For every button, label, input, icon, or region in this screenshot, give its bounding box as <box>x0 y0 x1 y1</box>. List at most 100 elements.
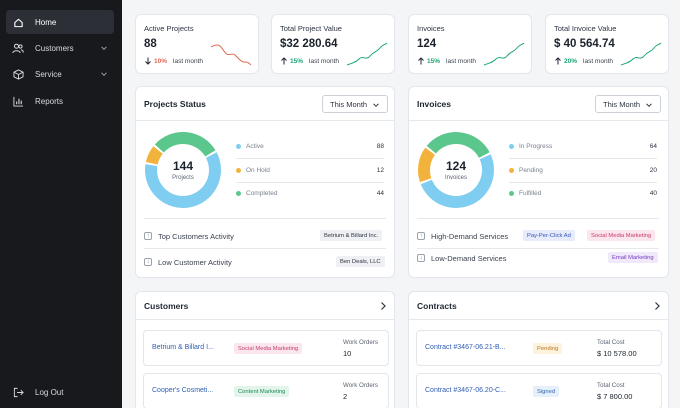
panel-title: Projects Status <box>144 99 206 109</box>
sidebar-item-customers[interactable]: Customers <box>6 36 114 60</box>
contract-link[interactable]: Contract #3467-06.21-B... <box>425 344 506 351</box>
bar-chart-icon <box>12 95 24 107</box>
stat-delta: 20% last month <box>554 57 613 65</box>
total-cost-value: $ 10 578.00 <box>597 349 637 358</box>
panel-title: Invoices <box>417 99 452 109</box>
arrow-down-box-icon: ↓ <box>417 254 425 262</box>
contract-status-badge: Pending <box>533 343 563 354</box>
legend-value: 64 <box>649 142 657 150</box>
projects-status-panel: Projects Status This Month 144 Projects … <box>135 86 395 278</box>
legend-label: Pending <box>519 166 543 174</box>
sparkline-up <box>620 42 662 66</box>
arrow-down-box-icon: ↓ <box>144 258 152 266</box>
donut-segment-active <box>145 152 221 208</box>
work-orders-value: 10 <box>343 349 352 358</box>
stat-delta: 15% last month <box>417 57 476 65</box>
service-tag: Social Media Marketing <box>234 343 303 354</box>
legend-value: 12 <box>376 166 384 174</box>
customer-name-link[interactable]: Cooper's Cosmeti... <box>152 387 214 394</box>
donut-total-label: Invoices <box>444 175 467 181</box>
legend-item-in-progress: In Progress 64 <box>509 141 657 151</box>
stat-delta-value: 15% <box>290 57 304 65</box>
divider <box>236 158 384 159</box>
legend-item-pending: Pending 20 <box>509 165 657 175</box>
chevron-right-icon[interactable] <box>379 301 387 311</box>
stat-delta-period: last month <box>173 57 204 65</box>
sidebar-item-label: Customers <box>35 43 74 53</box>
legend-dot <box>509 143 514 149</box>
list-item[interactable]: Contract #3467-06.20-C... Signed Total C… <box>416 373 662 408</box>
total-cost-label: Total Cost <box>597 339 625 346</box>
stat-card-total-project-value[interactable]: Total Project Value $32 280.64 15% last … <box>271 14 395 74</box>
list-item[interactable]: Betrium & Billard I... Social Media Mark… <box>143 330 389 366</box>
legend-item-fulfilled: Fulfilled 40 <box>509 188 657 198</box>
donut-total: 144 <box>172 159 194 173</box>
logout-label: Log Out <box>35 387 64 397</box>
work-orders-label: Work Orders <box>343 339 378 346</box>
service-tag[interactable]: Social Media Marketing <box>587 230 656 241</box>
stat-value: $ 40 564.74 <box>554 38 615 50</box>
stat-card-total-invoice-value[interactable]: Total Invoice Value $ 40 564.74 20% last… <box>545 14 669 74</box>
work-orders-label: Work Orders <box>343 382 378 389</box>
invoices-period-select[interactable]: This Month <box>595 95 661 113</box>
donut-segment-completed <box>154 132 216 157</box>
stat-card-invoices[interactable]: Invoices 124 15% last month <box>408 14 532 74</box>
chevron-down-icon <box>646 103 652 108</box>
stat-delta-period: last month <box>309 57 340 65</box>
sidebar-item-reports[interactable]: Reports <box>6 89 114 113</box>
divider <box>509 182 657 183</box>
low-demand-services: ↓ Low-Demand Services <box>417 251 506 265</box>
activity-label: Top Customers Activity <box>158 231 234 241</box>
chevron-right-icon[interactable] <box>653 301 661 311</box>
top-customers-activity: ↑ Top Customers Activity <box>144 229 234 243</box>
legend-dot <box>236 167 241 173</box>
chevron-down-icon <box>101 46 107 51</box>
invoices-donut-chart <box>418 132 494 208</box>
divider <box>509 158 657 159</box>
sparkline-up <box>346 42 388 66</box>
donut-segment-on-hold <box>145 146 163 165</box>
projects-period-select[interactable]: This Month <box>322 95 388 113</box>
legend-label: In Progress <box>519 142 553 150</box>
service-label: High-Demand Services <box>431 231 509 241</box>
legend-dot <box>236 190 241 196</box>
list-item[interactable]: Contract #3467-06.21-B... Pending Total … <box>416 330 662 366</box>
divider <box>236 182 384 183</box>
sidebar-item-home[interactable]: Home <box>6 10 114 34</box>
customer-tag[interactable]: Ben Deals, LLC <box>336 256 385 267</box>
sidebar-item-service[interactable]: Service <box>6 62 114 86</box>
stat-delta-value: 20% <box>564 57 578 65</box>
stat-card-active-projects[interactable]: Active Projects 88 10% last month <box>135 14 259 74</box>
legend-value: 40 <box>649 189 657 197</box>
contracts-panel: Contracts Contract #3467-06.21-B... Pend… <box>408 291 669 408</box>
service-tag[interactable]: Email Marketing <box>608 252 658 263</box>
stat-title: Total Invoice Value <box>554 24 617 33</box>
customers-panel: Customers Betrium & Billard I... Social … <box>135 291 395 408</box>
divider <box>136 120 394 121</box>
sidebar-item-label: Reports <box>35 96 64 106</box>
legend-label: Completed <box>246 189 278 197</box>
chevron-down-icon <box>101 72 107 77</box>
stat-title: Active Projects <box>144 24 194 33</box>
legend-value: 44 <box>376 189 384 197</box>
legend-dot <box>236 143 241 149</box>
panel-title: Customers <box>144 301 189 311</box>
total-cost-value: $ 7 800.00 <box>597 392 633 401</box>
divider <box>409 120 668 121</box>
stat-delta: 15% last month <box>280 57 339 65</box>
low-customer-activity: ↓ Low Customer Activity <box>144 255 232 269</box>
logout-button[interactable]: Log Out <box>6 380 114 404</box>
customer-name-link[interactable]: Betrium & Billard I... <box>152 344 214 351</box>
customer-tag[interactable]: Betrium & Billard Inc. <box>320 230 383 241</box>
list-item[interactable]: Cooper's Cosmeti... Content Marketing Wo… <box>143 373 389 408</box>
select-value: This Month <box>603 99 641 109</box>
stat-delta-period: last month <box>583 57 614 65</box>
arrow-up-box-icon: ↑ <box>144 232 152 240</box>
service-tag: Content Marketing <box>234 386 290 397</box>
divider <box>417 248 659 249</box>
legend-dot <box>509 190 514 196</box>
users-icon <box>12 42 24 54</box>
home-icon <box>12 16 24 28</box>
contract-link[interactable]: Contract #3467-06.20-C... <box>425 387 506 394</box>
service-tag[interactable]: Pay-Per-Click Ad <box>523 230 575 241</box>
